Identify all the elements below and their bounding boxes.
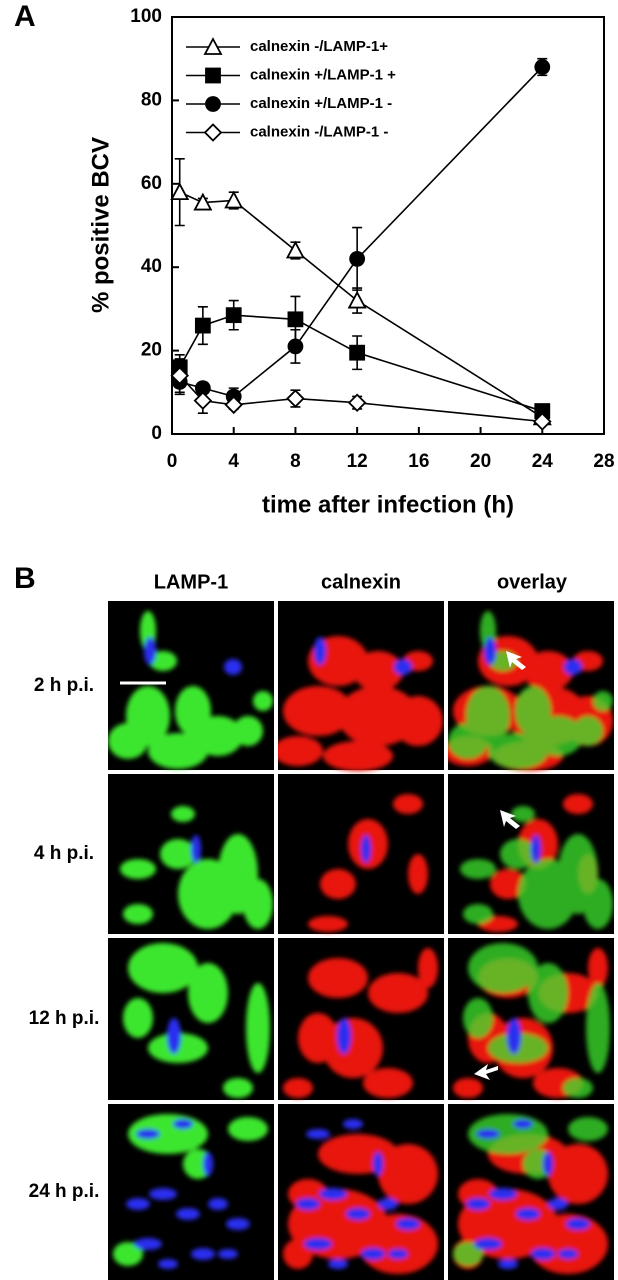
column-header: overlay [497, 571, 568, 593]
y-tick-label: 0 [151, 423, 162, 444]
row-label: 12 h p.i. [29, 1008, 100, 1029]
plot-area: 0 20 40 60 80 100 0 4 8 12 16 20 24 28 calnexin -/LAMP… [130, 6, 614, 472]
marker [347, 393, 367, 412]
marker [349, 344, 366, 361]
x-axis-label: time after infection (h) [262, 491, 514, 518]
marker [287, 311, 304, 328]
marker [193, 391, 213, 410]
legend-marker [203, 37, 223, 55]
row-label: 24 h p.i. [29, 1181, 100, 1202]
micrograph [108, 774, 274, 934]
micrograph-grid [108, 601, 614, 1280]
micrograph [108, 938, 274, 1100]
marker [287, 338, 304, 355]
micrograph [278, 1104, 444, 1280]
marker [194, 317, 211, 334]
micrograph-part [337, 1018, 351, 1054]
y-tick-label: 40 [141, 256, 162, 277]
x-tick-label: 12 [347, 451, 368, 472]
column-header: LAMP-1 [154, 571, 228, 593]
marker [286, 389, 305, 408]
x-tick-label: 16 [408, 451, 429, 472]
column-header: calnexin [321, 571, 401, 593]
micrograph-part [453, 1114, 608, 1274]
micrograph-part [167, 1018, 181, 1054]
marker [533, 412, 552, 431]
marker [347, 290, 367, 309]
x-tick-label: 20 [470, 451, 491, 472]
legend-marker [205, 67, 221, 84]
micrograph-part [191, 835, 201, 863]
marker [193, 192, 213, 211]
marker [225, 307, 242, 324]
legend-marker [205, 96, 221, 112]
marker [224, 190, 244, 209]
x-tick-label: 0 [167, 451, 178, 472]
panel-label: A [14, 0, 36, 33]
micrograph-part [361, 835, 371, 863]
micrograph-part [531, 835, 541, 863]
marker [349, 250, 366, 267]
arrow [506, 651, 526, 670]
micrograph [278, 774, 444, 934]
y-tick-label: 100 [130, 6, 162, 27]
micrograph [448, 1104, 614, 1280]
marker [224, 395, 243, 415]
marker [285, 240, 305, 259]
x-tick-label: 28 [593, 451, 614, 472]
legend-label: calnexin -/LAMP-1 - [250, 123, 388, 140]
marker [170, 366, 189, 385]
legend-label: calnexin -/LAMP-1+ [250, 38, 388, 55]
marker [534, 59, 551, 75]
x-tick-label: 8 [290, 451, 301, 472]
micrograph [448, 601, 614, 771]
x-tick-label: 4 [228, 451, 239, 472]
legend-label: calnexin +/LAMP-1 + [250, 66, 396, 83]
micrograph [448, 938, 614, 1100]
micrograph [108, 1104, 274, 1280]
row-label: 4 h p.i. [34, 843, 94, 864]
micrograph [278, 938, 444, 1100]
micrograph [448, 774, 614, 934]
plot-frame [171, 16, 605, 435]
legend-marker [203, 123, 223, 142]
panel-label: B [14, 562, 36, 595]
micrograph [278, 601, 444, 771]
y-tick-label: 60 [141, 173, 162, 194]
x-tick-label: 24 [532, 451, 554, 472]
y-axis-label: % positive BCV [87, 137, 114, 313]
row-label: 2 h p.i. [34, 675, 94, 696]
marker [170, 182, 190, 201]
micrograph-part [507, 1018, 521, 1054]
y-tick-label: 20 [141, 340, 162, 361]
legend-label: calnexin +/LAMP-1 - [250, 95, 392, 112]
micrograph [108, 601, 274, 770]
arrow [500, 810, 520, 829]
y-tick-label: 80 [141, 89, 162, 110]
arrow [474, 1064, 498, 1080]
